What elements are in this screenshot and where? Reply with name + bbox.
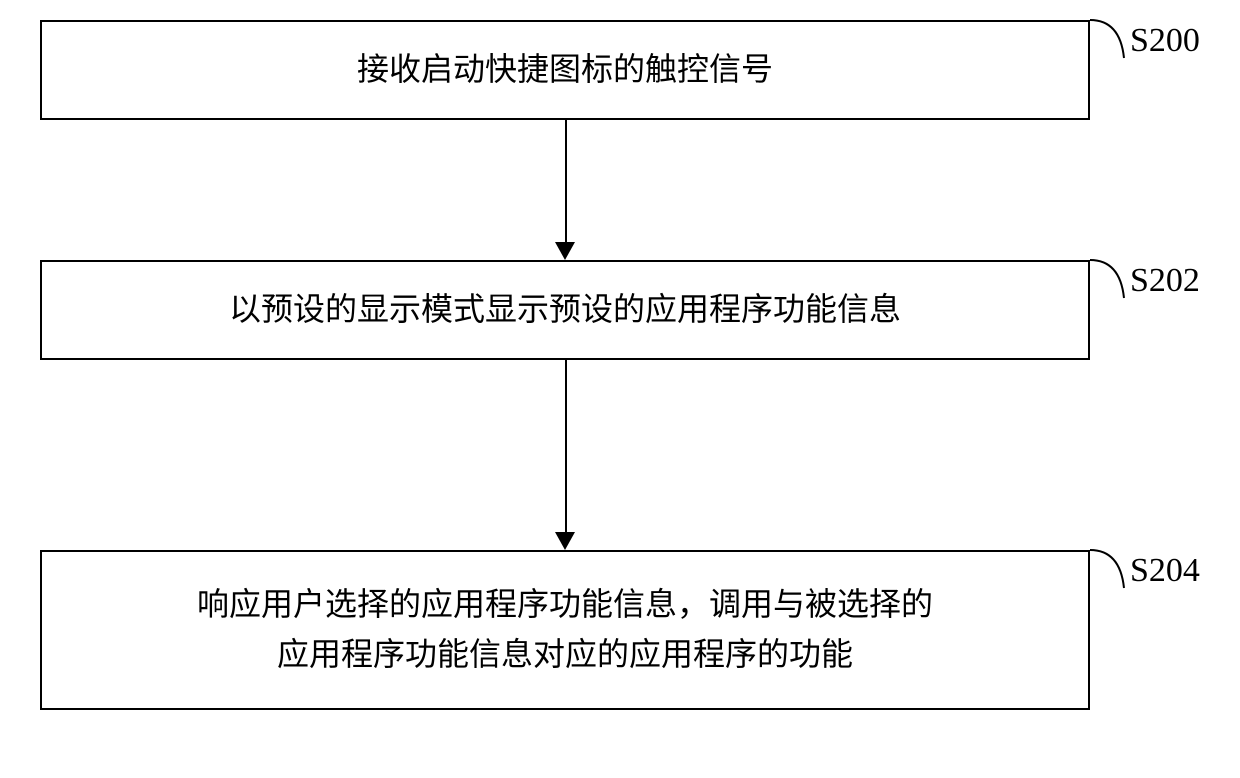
label-connector: [1088, 18, 1132, 62]
label-connector: [1088, 548, 1132, 592]
label-connector: [1088, 258, 1132, 302]
step-label: S200: [1130, 22, 1200, 60]
step-label: S204: [1130, 552, 1200, 590]
step-label: S202: [1130, 262, 1200, 300]
flowchart-canvas: 接收启动快捷图标的触控信号 S200 以预设的显示模式显示预设的应用程序功能信息…: [0, 0, 1240, 778]
flowchart-edge: [565, 360, 567, 532]
flowchart-node: 以预设的显示模式显示预设的应用程序功能信息: [40, 260, 1090, 360]
arrow-head-icon: [555, 242, 575, 260]
node-text: 响应用户选择的应用程序功能信息，调用与被选择的 应用程序功能信息对应的应用程序的…: [185, 580, 945, 679]
node-text: 接收启动快捷图标的触控信号: [345, 45, 785, 95]
flowchart-node: 响应用户选择的应用程序功能信息，调用与被选择的 应用程序功能信息对应的应用程序的…: [40, 550, 1090, 710]
flowchart-edge: [565, 120, 567, 242]
node-text: 以预设的显示模式显示预设的应用程序功能信息: [217, 285, 913, 335]
flowchart-node: 接收启动快捷图标的触控信号: [40, 20, 1090, 120]
arrow-head-icon: [555, 532, 575, 550]
